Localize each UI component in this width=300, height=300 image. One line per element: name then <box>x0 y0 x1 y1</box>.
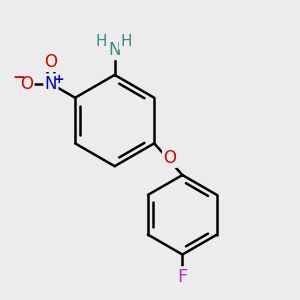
Text: +: + <box>54 73 64 86</box>
Text: F: F <box>177 268 188 286</box>
Text: O: O <box>163 149 176 167</box>
Text: N: N <box>108 41 121 59</box>
Text: N: N <box>45 75 57 93</box>
Text: O: O <box>20 75 33 93</box>
Text: O: O <box>44 53 57 71</box>
Text: −: − <box>12 70 25 86</box>
Text: H: H <box>120 34 132 49</box>
Text: H: H <box>96 34 107 49</box>
